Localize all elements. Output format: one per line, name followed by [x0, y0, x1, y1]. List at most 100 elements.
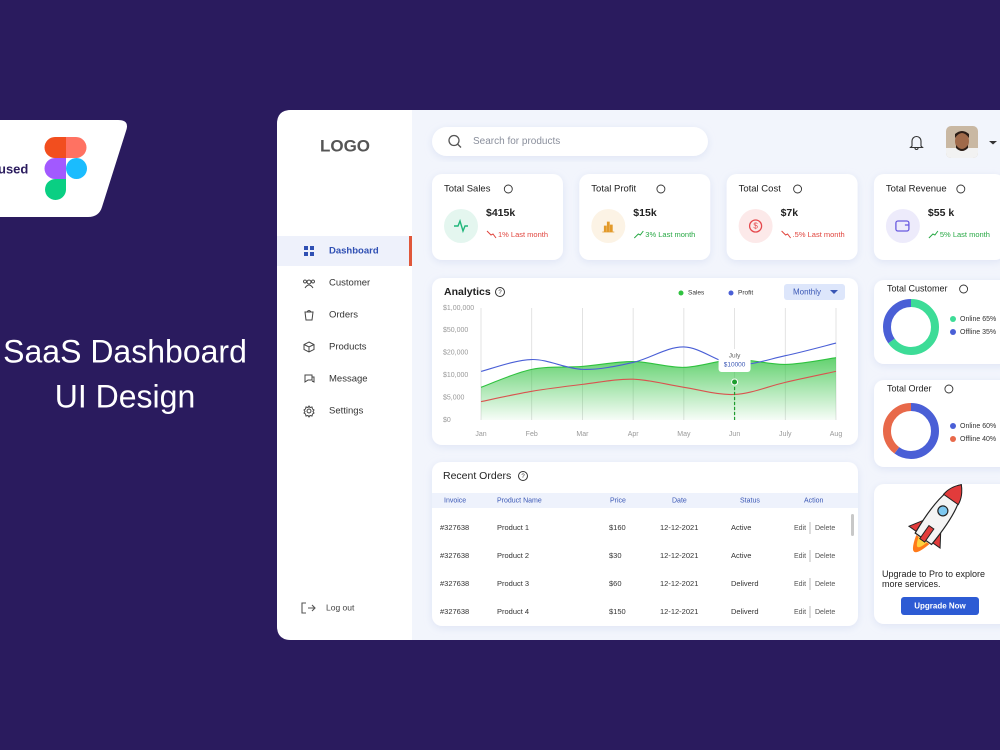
period-dropdown[interactable]: [784, 284, 845, 300]
nav-label[interactable]: Dashboard: [329, 246, 379, 257]
legend-label: Offline: [960, 436, 980, 443]
stat-card: [726, 174, 858, 260]
figma-logo: [44, 137, 87, 200]
annotation-point: [731, 378, 739, 386]
x-tick-label: Aug: [830, 431, 843, 438]
trend-arrow: [781, 230, 791, 239]
stat-title: Total Revenue: [886, 184, 947, 195]
help-icon: [959, 284, 969, 294]
dropdown-caret[interactable]: [830, 290, 838, 294]
stat-change: 1% Last month: [498, 230, 548, 239]
nav-icon[interactable]: [304, 246, 314, 256]
period-label[interactable]: Monthly: [793, 288, 821, 297]
stat-icon: [602, 221, 615, 233]
nav-label[interactable]: Orders: [329, 310, 358, 321]
table-cell: 12-12-2021: [660, 579, 698, 588]
nav-active-bg: [277, 236, 412, 266]
orders-card: [432, 462, 858, 626]
upgrade-button-label[interactable]: Upgrade Now: [914, 602, 966, 611]
stat-change: .5% Last month: [793, 230, 845, 239]
column-header: Date: [672, 497, 687, 504]
legend-dot: [678, 290, 684, 296]
tooltip: [718, 349, 751, 372]
table-cell: Product 1: [497, 523, 529, 532]
table-cell: $60: [609, 579, 622, 588]
legend-label: Offline: [960, 329, 980, 336]
x-tick-label: Mar: [576, 431, 589, 438]
value-label: 35%: [982, 329, 996, 336]
nav-label[interactable]: Settings: [329, 406, 364, 417]
upgrade-text: Upgrade to Pro to explore more services.: [882, 569, 986, 589]
stat-change: 5% Last month: [940, 230, 990, 239]
search-box[interactable]: [432, 127, 708, 156]
stat-value: $15k: [633, 207, 657, 219]
delete-action[interactable]: Delete: [815, 581, 835, 588]
nav-label[interactable]: Products: [329, 342, 367, 353]
edit-action[interactable]: Edit: [794, 581, 806, 588]
table-cell: 12-12-2021: [660, 551, 698, 560]
profile-caret[interactable]: [989, 141, 997, 145]
stat-card: [873, 174, 1000, 260]
nav-label[interactable]: Message: [329, 374, 368, 385]
edit-action[interactable]: Edit: [794, 609, 806, 616]
line: [480, 342, 837, 372]
delete-action[interactable]: Delete: [815, 525, 835, 532]
x-tick-label: Jun: [729, 431, 740, 438]
help-icon: ?: [495, 287, 505, 297]
nav-icon[interactable]: [303, 341, 315, 353]
y-tick-label: $0: [443, 417, 451, 424]
edit-action[interactable]: Edit: [794, 525, 806, 532]
column-header: Invoice: [444, 497, 466, 504]
stat-value: $55 k: [928, 207, 954, 219]
stat-change: 3% Last month: [645, 230, 695, 239]
trend-arrow: [633, 230, 644, 239]
logout[interactable]: Log out: [301, 602, 355, 614]
nav-icon[interactable]: [304, 310, 314, 321]
rocket-illustration: [907, 483, 963, 553]
table-cell: #327638: [440, 523, 469, 532]
nav-label[interactable]: Customer: [329, 278, 370, 289]
edit-action[interactable]: Edit: [794, 553, 806, 560]
avatar[interactable]: [946, 126, 978, 158]
column-header: Status: [740, 497, 760, 504]
y-tick-label: $1,00,000: [443, 305, 474, 312]
column-header: Action: [804, 497, 824, 504]
search-placeholder[interactable]: Search for products: [473, 136, 560, 147]
value-label: 60%: [982, 423, 996, 430]
table-cell: #327638: [440, 579, 469, 588]
delete-action[interactable]: Delete: [815, 553, 835, 560]
stat-icon: [895, 220, 910, 232]
legend-label: Online: [960, 316, 980, 323]
trend-arrow: [928, 230, 939, 239]
x-tick-label: May: [677, 431, 691, 438]
stat-icon: [454, 218, 468, 234]
svg-text:$: $: [753, 222, 758, 231]
nav-icon[interactable]: [304, 374, 315, 383]
delete-action[interactable]: Delete: [815, 609, 835, 616]
scrollbar[interactable]: [851, 514, 854, 536]
value-label: 65%: [982, 316, 996, 323]
donut-title: Total Order: [887, 383, 932, 393]
orders-title: Recent Orders: [443, 470, 511, 482]
table-cell: $30: [609, 551, 622, 560]
stat-card: [579, 174, 711, 260]
nav-icon[interactable]: [303, 405, 315, 418]
y-tick-label: $20,000: [443, 350, 468, 357]
legend-label: Sales: [688, 290, 705, 297]
trend-arrow: [486, 230, 497, 239]
upgrade-button[interactable]: [901, 597, 979, 615]
stat-icon: $: [748, 219, 763, 233]
table-cell: $150: [609, 607, 626, 616]
bell-icon[interactable]: [909, 135, 924, 150]
logout-label[interactable]: Log out: [326, 602, 355, 612]
nav-icon[interactable]: [303, 279, 315, 289]
legend-dot: [950, 436, 956, 442]
donut-title: Total Customer: [887, 283, 948, 293]
svg-text:?: ?: [521, 474, 525, 480]
logo: LOGO: [320, 136, 370, 155]
x-tick-label: Apr: [628, 431, 640, 438]
stat-icon-bg: [885, 209, 920, 243]
stat-icon-bg: [738, 209, 773, 243]
table-cell: 12-12-2021: [660, 523, 698, 532]
